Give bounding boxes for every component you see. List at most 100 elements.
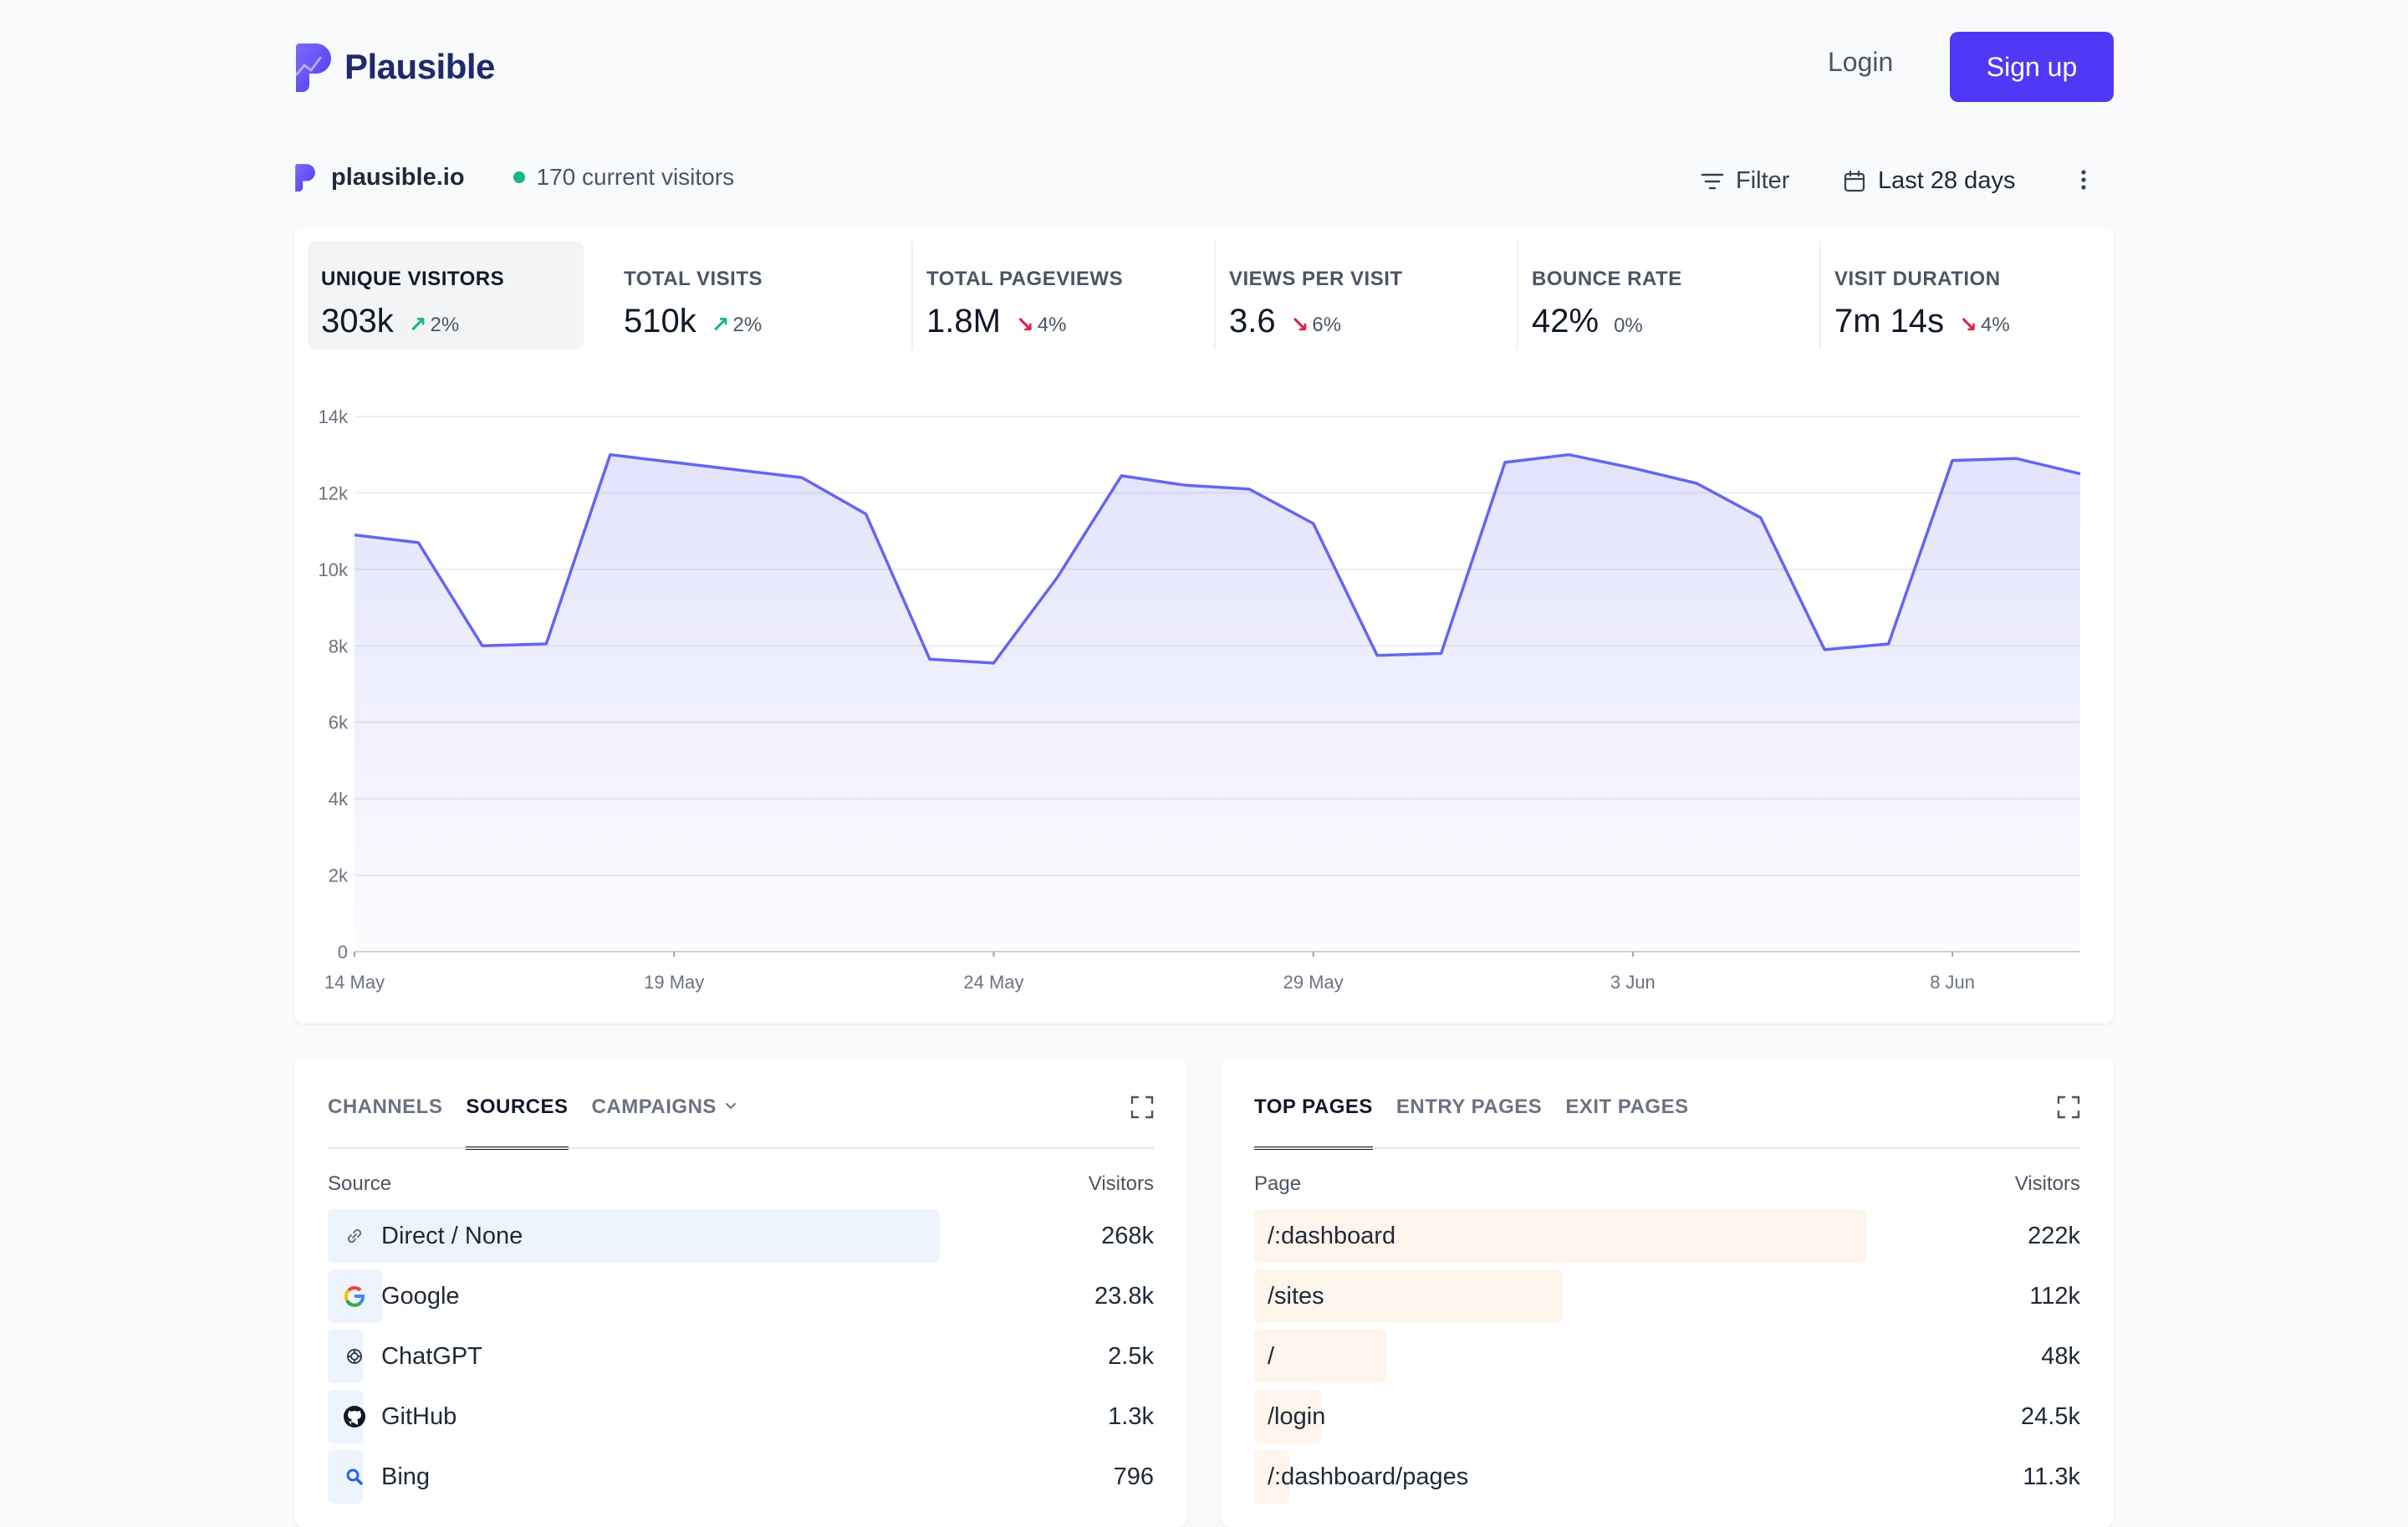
data-point[interactable] — [1307, 517, 1320, 530]
data-point[interactable] — [1626, 462, 1640, 475]
data-point[interactable] — [923, 652, 936, 666]
login-link[interactable]: Login — [1828, 47, 1894, 77]
y-tick-label: 6k — [329, 712, 349, 733]
tab-top-pages[interactable]: TOP PAGES — [1254, 1095, 1373, 1150]
row-label[interactable]: Direct / None — [341, 1209, 523, 1263]
row-label-text: /login — [1268, 1402, 1326, 1430]
data-point[interactable] — [2074, 467, 2087, 481]
list-item[interactable]: /login 24.5k — [1254, 1390, 2080, 1443]
stat-bounce-rate[interactable]: BOUNCE RATE 42% 0% — [1518, 241, 1821, 350]
list-item[interactable]: Bing 796 — [328, 1450, 1154, 1504]
stat-label: TOTAL PAGEVIEWS — [926, 268, 1124, 290]
filter-button[interactable]: Filter — [1701, 167, 1789, 195]
data-point[interactable] — [1562, 448, 1575, 462]
tabs-divider — [328, 1147, 1154, 1149]
data-point[interactable] — [1498, 456, 1512, 469]
list-item[interactable]: Google 23.8k — [328, 1269, 1154, 1323]
list-item[interactable]: /:dashboard 222k — [1254, 1209, 2080, 1263]
data-point[interactable] — [348, 529, 361, 542]
data-point[interactable] — [1818, 643, 1831, 656]
data-point[interactable] — [539, 637, 553, 651]
row-value: 268k — [1101, 1222, 1154, 1249]
data-point[interactable] — [2010, 452, 2023, 465]
data-point[interactable] — [1115, 469, 1128, 483]
data-point[interactable] — [476, 639, 489, 652]
stat-value: 1.8M — [926, 303, 1001, 340]
tab-entry-pages[interactable]: ENTRY PAGES — [1396, 1095, 1542, 1149]
data-point[interactable] — [667, 456, 681, 469]
tab-channels[interactable]: CHANNELS — [328, 1095, 442, 1149]
stat-total-pageviews[interactable]: TOTAL PAGEVIEWS 1.8M ↘ 4% — [913, 241, 1216, 350]
chatgpt-icon — [341, 1343, 368, 1370]
row-value: 24.5k — [2021, 1402, 2080, 1430]
current-visitors[interactable]: 170 current visitors — [536, 164, 735, 190]
list-item[interactable]: / 48k — [1254, 1330, 2080, 1383]
data-point[interactable] — [860, 508, 873, 521]
data-point[interactable] — [732, 463, 745, 477]
tab-campaigns[interactable]: CAMPAIGNS — [592, 1095, 738, 1149]
stat-value-row: 1.8M ↘ 4% — [926, 303, 1066, 340]
stat-views-per-visit[interactable]: VIEWS PER VISIT 3.6 ↘ 6% — [1216, 241, 1518, 350]
stat-visit-duration[interactable]: VISIT DURATION 7m 14s ↘ 4% — [1821, 241, 2124, 350]
tab-label: TOP PAGES — [1254, 1095, 1373, 1118]
stat-value-row: 510k ↗ 2% — [624, 303, 762, 340]
row-label[interactable]: /:dashboard/pages — [1268, 1450, 1468, 1504]
list-item[interactable]: Direct / None 268k — [328, 1209, 1154, 1263]
row-label[interactable]: /login — [1268, 1390, 1325, 1443]
data-point[interactable] — [604, 448, 617, 462]
row-label[interactable]: /sites — [1268, 1269, 1324, 1323]
site-favicon-icon — [295, 164, 315, 192]
site-switcher[interactable]: plausible.io — [331, 163, 465, 191]
list-item[interactable]: ChatGPT 2.5k — [328, 1330, 1154, 1383]
list-item[interactable]: /sites 112k — [1254, 1269, 2080, 1323]
data-point[interactable] — [795, 471, 809, 484]
data-point[interactable] — [1242, 483, 1256, 496]
data-point[interactable] — [1882, 637, 1895, 651]
brand-logo[interactable]: Plausible — [294, 42, 495, 92]
tabs-divider — [1254, 1147, 2080, 1149]
row-label[interactable]: / — [1268, 1330, 1274, 1383]
tab-exit-pages[interactable]: EXIT PAGES — [1565, 1095, 1688, 1149]
data-point[interactable] — [1946, 454, 1959, 467]
stat-value-row: 42% 0% — [1532, 303, 1643, 340]
row-label-text: /:dashboard — [1268, 1222, 1396, 1249]
data-point[interactable] — [1435, 646, 1448, 660]
data-point[interactable] — [1754, 511, 1768, 524]
row-label[interactable]: Bing — [341, 1450, 430, 1504]
list-item[interactable]: GitHub 1.3k — [328, 1390, 1154, 1443]
visitors-chart[interactable]: 0 2k 4k 6k 8k 10k 12k 14k 14 May 19 May 24 May 29 M… — [294, 227, 2114, 1024]
row-label[interactable]: /:dashboard — [1268, 1209, 1395, 1263]
sources-list: Direct / None 268k Google 23.8k ChatGPT 2.5k G… — [328, 1209, 1154, 1510]
data-point[interactable] — [411, 536, 425, 549]
calendar-icon — [1844, 170, 1865, 192]
data-point[interactable] — [1690, 477, 1703, 490]
github-icon — [341, 1403, 368, 1430]
stat-label: VISIT DURATION — [1834, 268, 2001, 290]
arrow-up-right-icon: ↗ — [408, 312, 427, 337]
list-item[interactable]: /:dashboard/pages 11.3k — [1254, 1450, 2080, 1504]
stat-total-visits[interactable]: TOTAL VISITS 510k ↗ 2% — [610, 241, 913, 350]
date-range-picker[interactable]: Last 28 days — [1843, 167, 2015, 195]
row-label[interactable]: ChatGPT — [341, 1330, 482, 1383]
more-options-icon[interactable] — [2077, 167, 2090, 192]
row-label[interactable]: Google — [341, 1269, 460, 1323]
expand-icon[interactable] — [1130, 1095, 1154, 1119]
data-point[interactable] — [1370, 649, 1384, 662]
stat-change: ↗ 2% — [409, 312, 459, 338]
stat-label: UNIQUE VISITORS — [321, 268, 505, 290]
row-label[interactable]: GitHub — [341, 1390, 457, 1443]
tab-sources[interactable]: SOURCES — [466, 1095, 569, 1150]
data-point[interactable] — [1179, 478, 1192, 492]
arrow-down-right-icon: ↘ — [1015, 312, 1034, 337]
live-indicator — [513, 171, 525, 183]
row-value: 112k — [2029, 1282, 2080, 1310]
value-bar — [1254, 1390, 1322, 1443]
data-point[interactable] — [1051, 570, 1064, 584]
row-value: 222k — [2028, 1222, 2080, 1249]
stat-label: VIEWS PER VISIT — [1229, 268, 1403, 290]
signup-button[interactable]: Sign up — [1950, 32, 2114, 102]
expand-icon[interactable] — [2057, 1095, 2080, 1119]
stat-unique-visitors[interactable]: UNIQUE VISITORS 303k ↗ 2% — [308, 241, 584, 350]
data-point[interactable] — [987, 656, 1000, 670]
stat-change-value: 6% — [1312, 313, 1342, 336]
